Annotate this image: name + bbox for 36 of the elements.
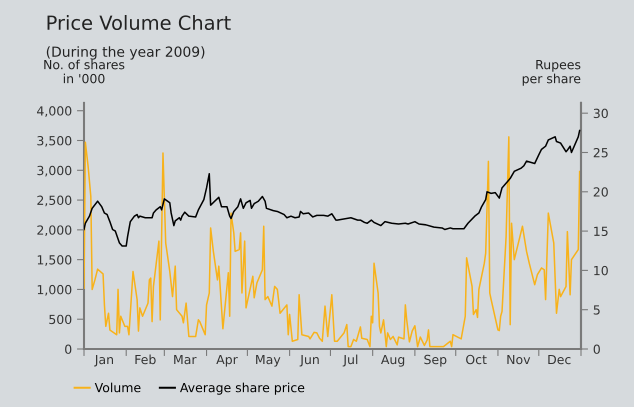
y2-tick-label: 20 bbox=[594, 187, 608, 197]
y-tick-label: 1,500 bbox=[38, 255, 72, 266]
y-tick-label: 1,000 bbox=[38, 284, 72, 296]
x-tick-label: May bbox=[256, 354, 280, 367]
y-tick-label: 3,500 bbox=[37, 136, 72, 147]
legend-label: Average share price bbox=[180, 382, 304, 395]
x-tick-label: Aug bbox=[380, 354, 404, 367]
y2-tick-label: 5 bbox=[594, 305, 600, 315]
y2-tick-label: 25 bbox=[594, 148, 608, 158]
x-tick-label: Jun bbox=[300, 354, 319, 367]
x-tick-label: Jul bbox=[342, 354, 358, 367]
legend-label: Volume bbox=[94, 382, 140, 392]
y-tick-label: 4,000 bbox=[37, 106, 72, 117]
y-tick-label: 2,500 bbox=[37, 196, 72, 206]
x-tick-label: Jan bbox=[94, 354, 113, 367]
chart-subtitle: (During the year 2009) bbox=[46, 46, 204, 60]
x-tick-label: Dec bbox=[548, 354, 571, 364]
y-tick-label: 2,000 bbox=[37, 225, 72, 236]
y-tick-label: 3,000 bbox=[37, 166, 72, 176]
line-series bbox=[84, 136, 580, 348]
y-axis-title: No. of shares in '000 bbox=[44, 60, 124, 84]
x-tick-label: Oct bbox=[466, 354, 487, 364]
y2-tick-label: 15 bbox=[594, 226, 608, 236]
y-tick-label: 0 bbox=[65, 344, 72, 354]
x-tick-label: Mar bbox=[174, 354, 197, 364]
x-tick-label: Nov bbox=[507, 354, 530, 364]
chart-title: Price Volume Chart bbox=[48, 15, 231, 30]
x-tick-label: Apr bbox=[216, 354, 238, 367]
x-tick-label: Sep bbox=[424, 354, 446, 367]
y-tick-label: 500 bbox=[49, 314, 72, 324]
y2-tick-label: 10 bbox=[594, 266, 608, 276]
line-series bbox=[84, 130, 580, 247]
x-tick-label: Feb bbox=[135, 354, 156, 364]
y2-axis-title: Rupees per share bbox=[522, 60, 580, 86]
y2-tick-label: 30 bbox=[594, 108, 608, 118]
y2-tick-label: 0 bbox=[594, 344, 600, 354]
